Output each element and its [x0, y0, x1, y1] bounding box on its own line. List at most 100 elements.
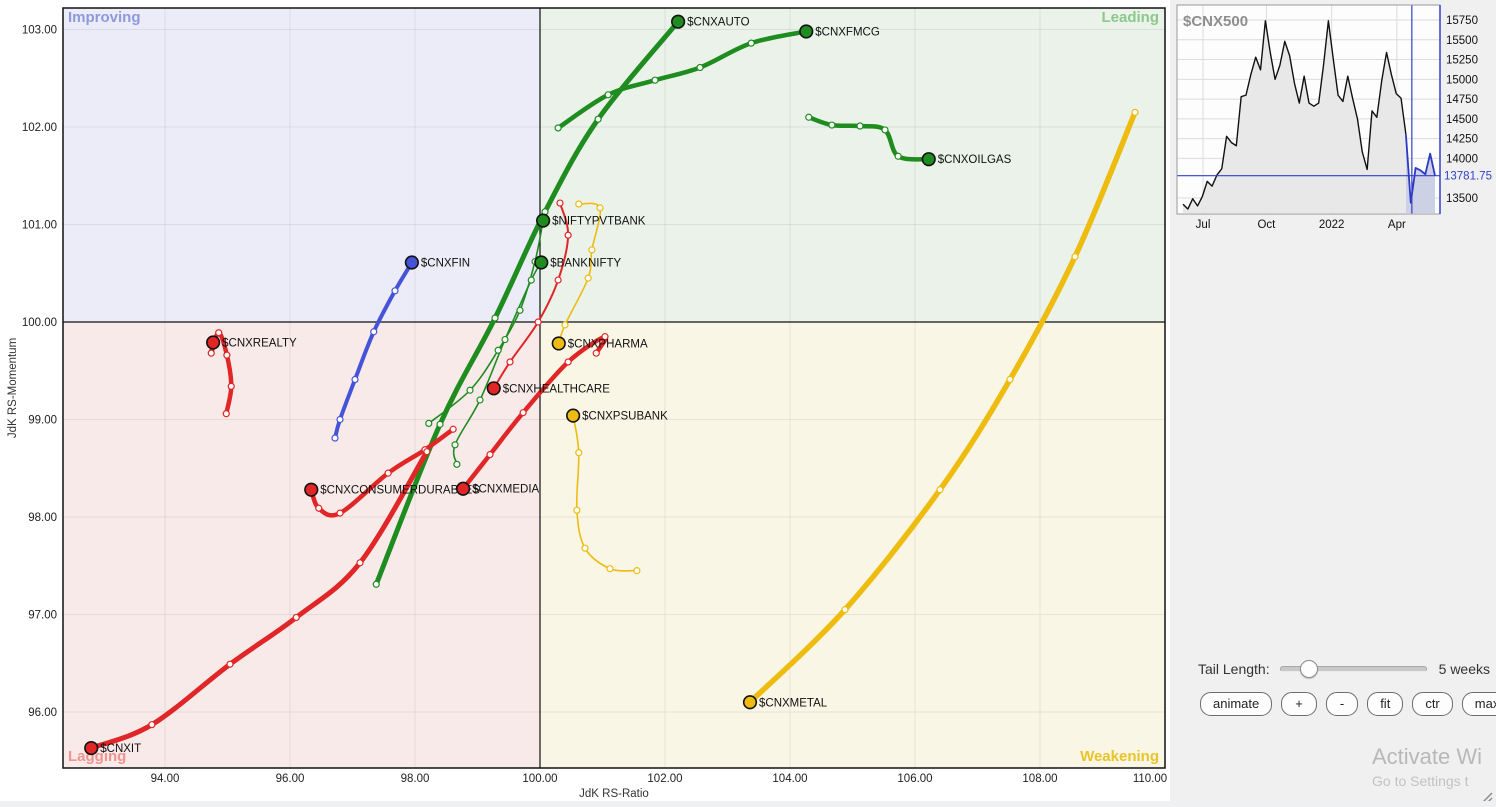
svg-text:14250: 14250: [1446, 134, 1478, 146]
tail-point-icon: [423, 448, 431, 456]
head-$CNXMEDIA[interactable]: [456, 481, 471, 496]
tail-point-icon: [856, 122, 864, 130]
label-$CNXMETAL: $CNXMETAL: [759, 697, 828, 709]
x-axis-ticks: 94.00 96.00 98.00 100.00 102.00 104.00 106.00 1…: [151, 773, 1168, 785]
svg-text:106.00: 106.00: [897, 773, 932, 785]
quadrant-improving: [63, 8, 540, 322]
head-$NIFTYPVTBANK[interactable]: [536, 213, 551, 228]
tail-point-icon: [633, 567, 641, 575]
label-$CNXFIN: $CNXFIN: [421, 258, 470, 270]
tail-point-icon: [564, 231, 572, 239]
svg-text:100.00: 100.00: [522, 773, 557, 785]
x-axis-title: JdK RS-Ratio: [579, 788, 649, 800]
tail-point-icon: [491, 314, 499, 322]
svg-text:101.00: 101.00: [22, 220, 57, 232]
head-$CNXPHARMA[interactable]: [551, 336, 566, 351]
tail-point-icon: [148, 721, 156, 729]
tail-point-icon: [828, 121, 836, 129]
tail-point-icon: [453, 460, 461, 468]
tail-point-icon: [1006, 375, 1014, 384]
tail-point-icon: [554, 276, 562, 284]
tail-$NIFTYPVTBANK: [427, 219, 544, 425]
svg-text:94.00: 94.00: [151, 773, 180, 785]
head-$BANKNIFTY[interactable]: [534, 255, 549, 270]
tail-point-icon: [215, 329, 223, 337]
label-$CNXREALTY: $CNXREALTY: [222, 337, 297, 349]
head-$CNXMETAL[interactable]: [742, 695, 758, 710]
head-$CNXAUTO[interactable]: [671, 14, 686, 29]
tail-point-icon: [588, 246, 596, 254]
svg-text:102.00: 102.00: [22, 122, 57, 134]
inset-title: $CNX500: [1183, 13, 1248, 30]
label-$CNXPHARMA: $CNXPHARMA: [568, 338, 648, 350]
y-axis-title: JdK RS-Momentum: [7, 338, 19, 438]
head-$CNXFMCG[interactable]: [799, 24, 814, 39]
svg-text:15750: 15750: [1446, 15, 1478, 27]
head-$CNXFIN[interactable]: [404, 255, 419, 270]
head-$CNXOILGAS[interactable]: [921, 152, 936, 167]
tail-$CNXAUTO: [373, 19, 681, 587]
tail-point-icon: [336, 415, 344, 424]
tail-length-slider[interactable]: [1279, 660, 1427, 678]
tail-point-icon: [476, 396, 484, 404]
svg-text:96.00: 96.00: [276, 773, 305, 785]
ctr-button[interactable]: ctr: [1412, 692, 1453, 716]
inset-y-ticks: 15750 15500 15250 15000 14750 14500 14250 14000…: [1446, 15, 1478, 205]
head-$CNXPSUBANK[interactable]: [566, 408, 581, 423]
tail-point-icon: [384, 469, 392, 477]
svg-text:15250: 15250: [1446, 55, 1478, 67]
tail-point-icon: [1071, 253, 1079, 261]
zoom-out-button[interactable]: -: [1325, 692, 1359, 716]
zoom-in-button[interactable]: +: [1281, 692, 1317, 716]
svg-text:96.00: 96.00: [28, 707, 57, 719]
head-$CNXREALTY[interactable]: [206, 335, 221, 350]
svg-text:102.00: 102.00: [647, 773, 682, 785]
tail-point-icon: [501, 335, 509, 344]
tail-point-icon: [584, 274, 592, 282]
y-axis-ticks: 96.00 97.00 98.00 99.00 100.00 101.00 102.00 10…: [22, 25, 57, 720]
svg-text:14000: 14000: [1446, 153, 1478, 165]
quadrant-label-leading: Leading: [1101, 9, 1159, 26]
slider-thumb-icon[interactable]: [1299, 660, 1318, 678]
animate-button[interactable]: animate: [1200, 692, 1273, 716]
head-$CNXCONSUMERDURABLES[interactable]: [304, 482, 319, 497]
inset-price-line-recent: [1405, 134, 1436, 204]
chart-toolbar: animate +-fitctrmax: [1200, 692, 1496, 716]
tail-point-icon: [466, 386, 474, 394]
tail-point-icon: [336, 509, 344, 517]
tail-point-icon: [841, 606, 849, 614]
svg-text:100.00: 100.00: [22, 317, 57, 329]
rrg-chart: Improving Leading Lagging Weakening $CNXAUTO…: [7, 7, 1168, 800]
window-bottom-edge: [0, 801, 1496, 807]
last-price-label: 13781.75: [1444, 171, 1492, 183]
tail-point-icon: [594, 115, 602, 123]
max-button[interactable]: max: [1461, 692, 1496, 716]
tail-point-icon: [527, 276, 535, 284]
svg-text:97.00: 97.00: [28, 610, 57, 622]
quadrant-label-lagging: Lagging: [68, 748, 126, 765]
quadrant-label-weakening: Weakening: [1080, 748, 1159, 765]
label-$CNXMEDIA: $CNXMEDIA: [472, 484, 539, 496]
tail-point-icon: [604, 91, 612, 99]
inset-area: [1183, 20, 1406, 213]
head-$CNXHEALTHCARE[interactable]: [486, 381, 501, 396]
tail-point-icon: [606, 565, 614, 573]
svg-text:14750: 14750: [1446, 94, 1478, 106]
fit-button[interactable]: fit: [1367, 692, 1404, 716]
svg-text:110.00: 110.00: [1133, 773, 1167, 785]
svg-text:99.00: 99.00: [28, 415, 57, 427]
tail-point-icon: [223, 351, 231, 359]
svg-text:108.00: 108.00: [1022, 773, 1057, 785]
tail-point-icon: [372, 580, 380, 588]
tail-point-icon: [292, 613, 300, 622]
tail-point-icon: [506, 358, 514, 366]
tail-point-icon: [351, 375, 359, 384]
tail-point-icon: [564, 358, 572, 366]
tail-point-icon: [894, 152, 902, 160]
tail-point-icon: [696, 63, 704, 72]
head-$CNXIT[interactable]: [84, 740, 99, 756]
quadrant-leading: [540, 8, 1165, 322]
label-$CNXCONSUMERDURABLES: $CNXCONSUMERDURABLES: [320, 485, 480, 497]
inset-x-ticks: Jul Oct 2022 Apr: [1196, 219, 1406, 231]
